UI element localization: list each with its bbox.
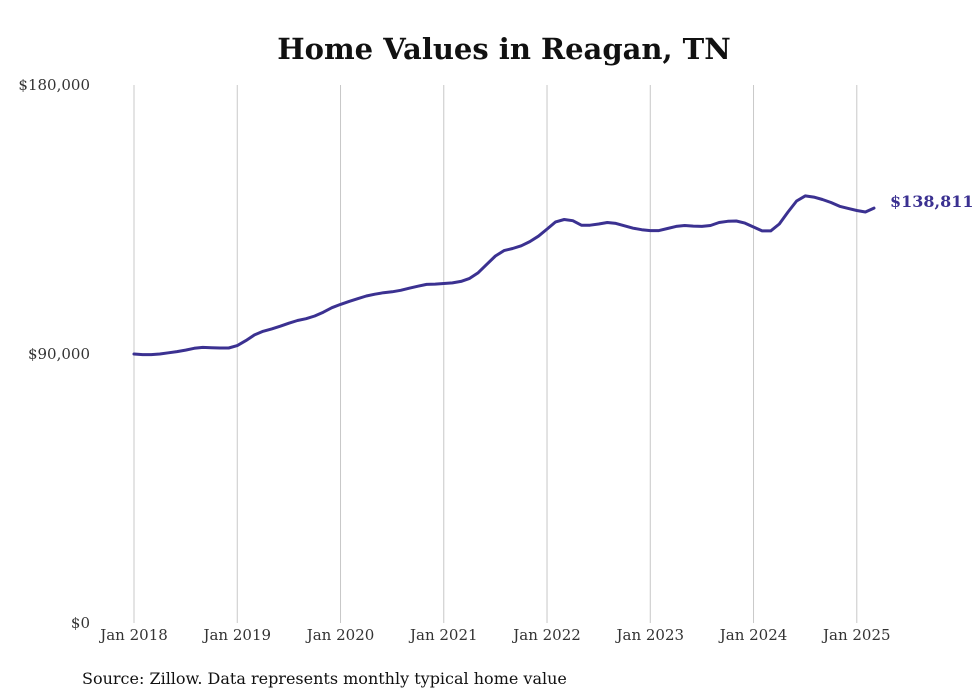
- x-axis-tick-labels: Jan 2018 Jan 2019 Jan 2020 Jan 2021 Jan 2022…: [98, 626, 890, 644]
- x-tick-label: Jan 2023: [614, 626, 684, 644]
- gridlines: [133, 85, 858, 623]
- x-tick-label: Jan 2021: [408, 626, 478, 644]
- x-tick-label: Jan 2025: [821, 626, 891, 644]
- x-tick-label: Jan 2019: [201, 626, 271, 644]
- chart-title: Home Values in Reagan, TN: [277, 32, 731, 66]
- home-value-line: [132, 194, 876, 357]
- source-note: Source: Zillow. Data represents monthly …: [82, 669, 567, 688]
- y-tick-label: $0: [71, 614, 90, 632]
- y-tick-label: $90,000: [28, 345, 90, 363]
- x-tick-label: Jan 2024: [718, 626, 788, 644]
- y-tick-label: $180,000: [18, 76, 90, 94]
- x-tick-label: Jan 2018: [98, 626, 168, 644]
- x-tick-label: Jan 2022: [511, 626, 581, 644]
- y-axis-tick-labels: $0 $90,000 $180,000: [18, 76, 90, 632]
- x-tick-label: Jan 2020: [305, 626, 375, 644]
- latest-value-label: $138,811: [890, 192, 974, 211]
